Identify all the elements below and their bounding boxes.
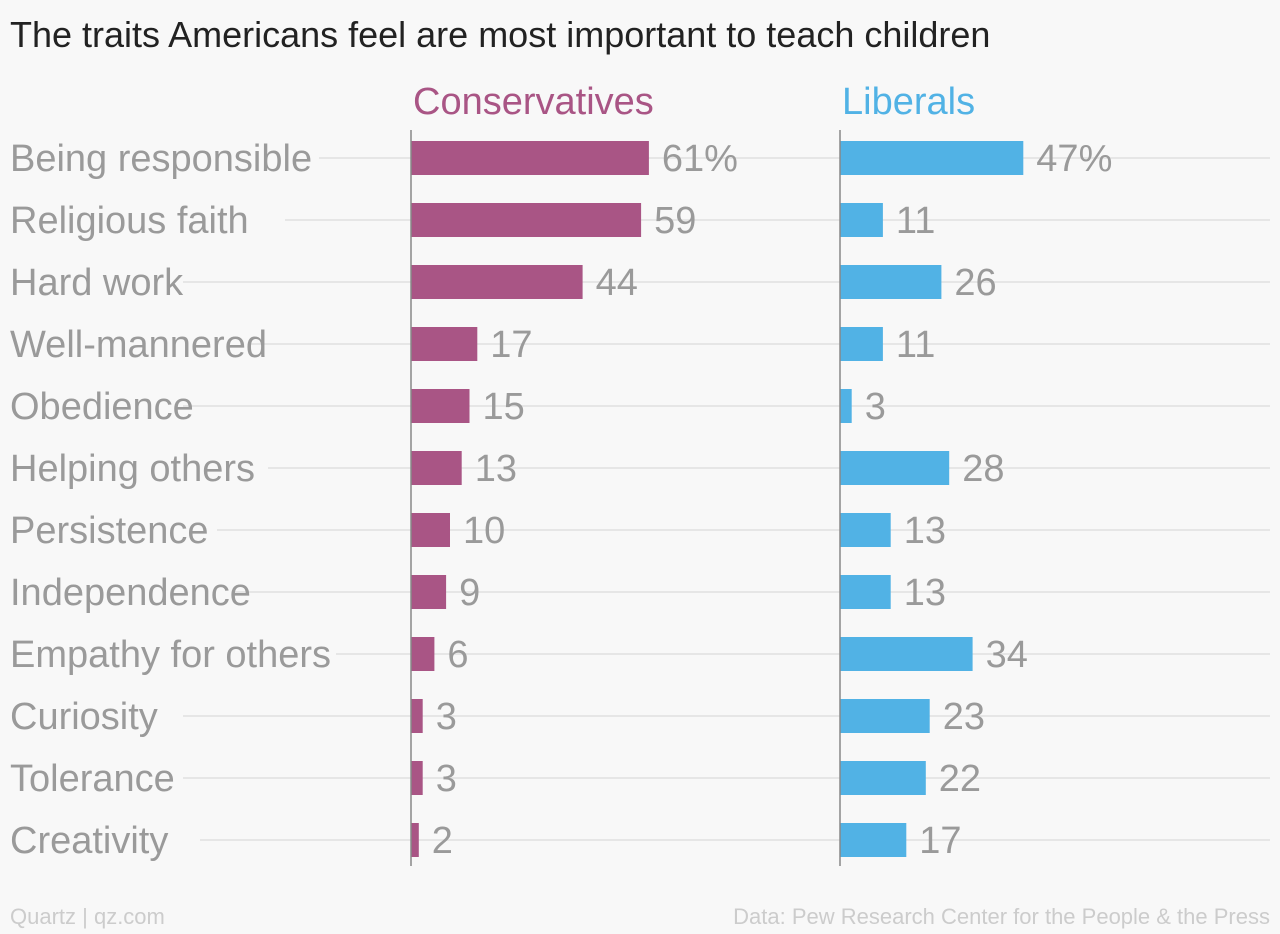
category-label: Empathy for others [10,634,331,676]
bar [840,637,973,671]
category-label: Curiosity [10,696,158,738]
bar [840,513,891,547]
category-label: Helping others [10,448,255,490]
data-label: 15 [483,386,525,428]
bar [411,141,649,175]
data-label: 2 [432,820,453,862]
data-label: 3 [436,758,457,800]
data-label: 59 [654,200,696,242]
data-label: 47% [1036,138,1112,180]
series-header: Liberals [842,81,975,123]
data-label: 17 [919,820,961,862]
category-label: Religious faith [10,200,249,242]
data-label: 10 [463,510,505,552]
bar [840,451,950,485]
bar [840,141,1024,175]
chart-title: The traits Americans feel are most impor… [10,14,991,55]
category-label: Tolerance [10,758,175,800]
category-label: Hard work [10,262,184,304]
bar [411,265,583,299]
bar [411,637,435,671]
bar [840,823,907,857]
data-label: 34 [986,634,1028,676]
bar [840,575,891,609]
bar [411,575,447,609]
data-label: 3 [865,386,886,428]
bar [840,761,926,795]
bar [840,265,942,299]
bar [840,327,883,361]
data-label: 11 [896,324,935,366]
bar [840,389,852,423]
bar [411,823,419,857]
bar [411,389,470,423]
bar [840,699,930,733]
data-label: 26 [954,262,996,304]
category-label: Creativity [10,820,168,862]
category-label: Well-mannered [10,324,267,366]
bar [411,327,478,361]
bar [840,203,883,237]
bar [411,761,423,795]
series-header: Conservatives [413,81,654,123]
data-label: 13 [904,510,946,552]
data-label: 11 [896,200,935,242]
data-label: 3 [436,696,457,738]
footer-credit: Quartz | qz.com [10,904,165,929]
bar [411,451,462,485]
category-label: Persistence [10,510,209,552]
data-label: 44 [596,262,638,304]
data-label: 61% [662,138,738,180]
category-label: Being responsible [10,138,312,180]
bar [411,203,642,237]
data-label: 23 [943,696,985,738]
data-label: 22 [939,758,981,800]
data-label: 6 [447,634,468,676]
category-label: Obedience [10,386,194,428]
data-label: 13 [904,572,946,614]
footer-source: Data: Pew Research Center for the People… [733,904,1270,929]
category-label: Independence [10,572,251,614]
data-label: 28 [962,448,1004,490]
bar [411,513,450,547]
data-label: 13 [475,448,517,490]
data-label: 17 [490,324,532,366]
data-label: 9 [459,572,480,614]
bar [411,699,423,733]
